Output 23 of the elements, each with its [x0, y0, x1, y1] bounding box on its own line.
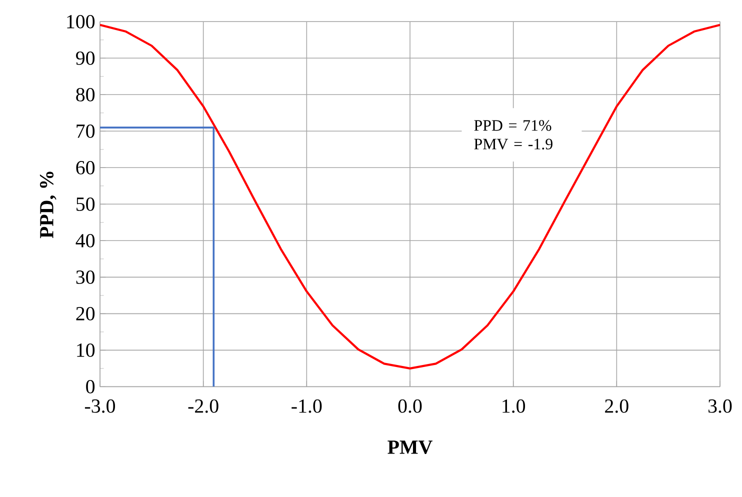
- x-tick-label: -1.0: [292, 399, 322, 413]
- x-axis-title: PMV: [388, 440, 432, 454]
- x-tick-label: 1.0: [502, 399, 526, 413]
- x-tick-label: -3.0: [84, 399, 116, 413]
- y-tick-label: 70: [76, 124, 95, 138]
- y-tick-label: 80: [76, 88, 95, 102]
- annotation: PPD = 71%: [474, 120, 552, 131]
- y-tick-label: 60: [76, 160, 95, 174]
- y-tick-label: 50: [76, 197, 95, 211]
- y-tick-label: 0: [86, 380, 95, 394]
- y-tick-label: 10: [77, 343, 95, 357]
- x-tick-label: 2.0: [605, 399, 628, 413]
- y-axis-title: PPD, %: [40, 172, 56, 238]
- y-tick-label: 100: [67, 14, 95, 28]
- y-tick-label: 90: [76, 51, 95, 65]
- x-tick-label: -2.0: [188, 399, 218, 413]
- annotation: PMV = -1.9: [474, 138, 552, 150]
- x-tick-label: 3.0: [708, 399, 732, 413]
- y-tick-label: 20: [76, 306, 95, 320]
- y-tick-label: 30: [76, 270, 95, 284]
- line-series: [100, 24, 720, 370]
- x-tick-label: 0.0: [398, 399, 422, 413]
- y-tick-label: 40: [76, 234, 95, 248]
